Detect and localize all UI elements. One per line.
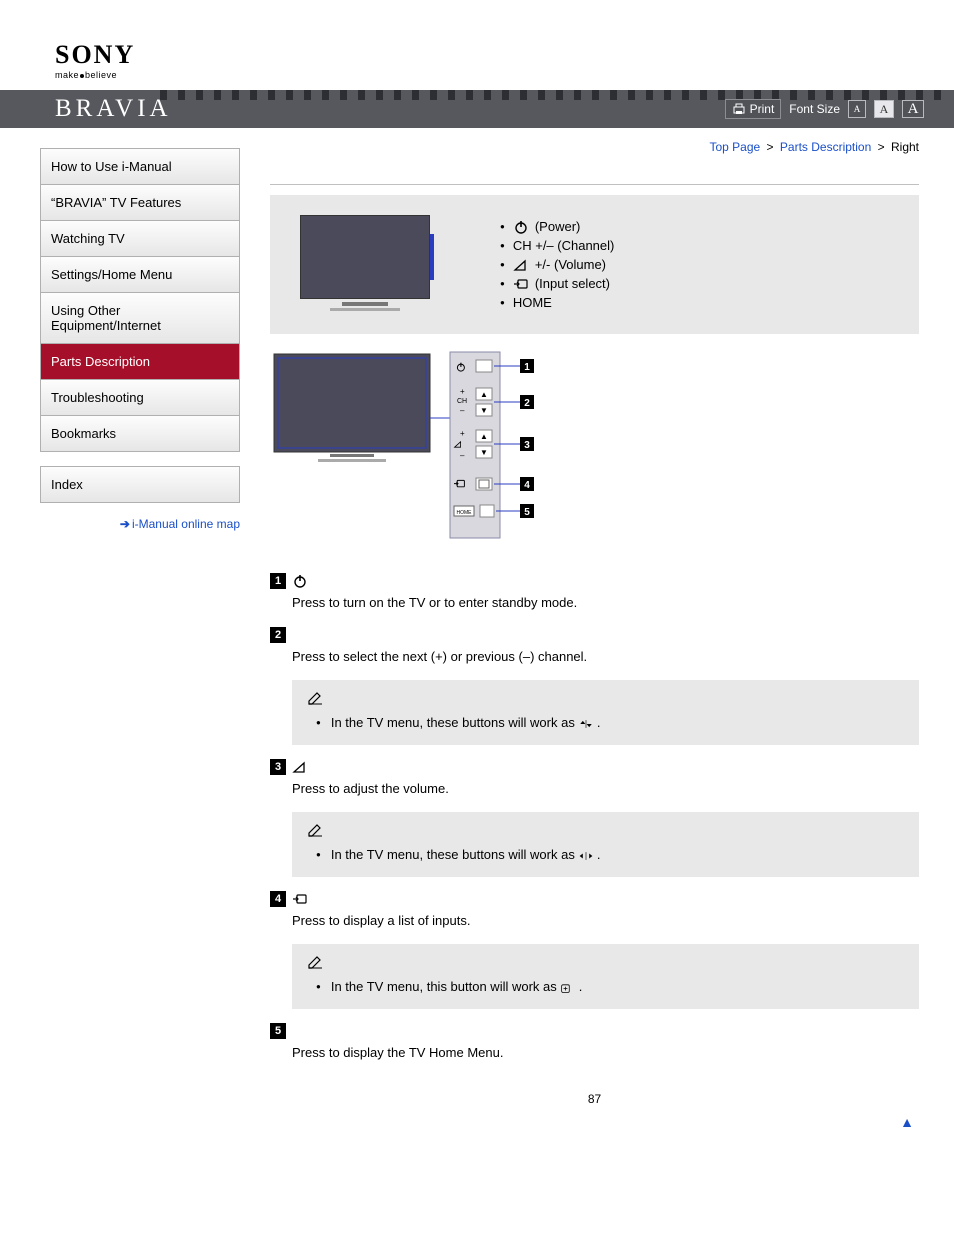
- breadcrumb-section[interactable]: Parts Description: [780, 140, 871, 154]
- logo-area: SONY makebelieve: [0, 0, 954, 90]
- pencil-icon: [306, 954, 905, 975]
- description-item: 4 Press to display a list of inputs.: [270, 891, 919, 931]
- svg-text:+: +: [460, 387, 465, 396]
- font-size-large-button[interactable]: A: [902, 100, 924, 118]
- breadcrumb-top[interactable]: Top Page: [709, 140, 760, 154]
- leftright-icon: [579, 847, 593, 863]
- svg-text:+: +: [460, 429, 465, 438]
- overview-item-label: HOME: [513, 295, 552, 310]
- power-icon: [292, 574, 308, 588]
- svg-text:CH: CH: [457, 398, 467, 405]
- description-text: Press to select the next (+) or previous…: [270, 647, 919, 667]
- overview-item-label: +/- (Volume): [535, 257, 606, 272]
- sidebar-item[interactable]: Bookmarks: [41, 416, 239, 451]
- imanual-map-link[interactable]: i-Manual online map: [132, 517, 240, 531]
- print-button[interactable]: Print: [725, 99, 782, 119]
- overview-item: HOME: [500, 295, 614, 310]
- description-text: Press to display the TV Home Menu.: [270, 1043, 919, 1063]
- breadcrumb: Top Page > Parts Description > Right: [270, 140, 919, 154]
- input-icon: [513, 277, 529, 291]
- font-size-medium-button[interactable]: A: [874, 100, 894, 118]
- pencil-icon: [306, 822, 905, 843]
- product-name: BRAVIA: [55, 90, 172, 128]
- sidebar-link-wrap: ➔i-Manual online map: [40, 517, 240, 531]
- plusbox-icon: [561, 979, 575, 995]
- note-text: In the TV menu, these buttons will work …: [316, 715, 905, 731]
- note-text: In the TV menu, these buttons will work …: [316, 847, 905, 863]
- overview-item-label: (Power): [535, 219, 581, 234]
- description-item: 5 Press to display the TV Home Menu.: [270, 1023, 919, 1063]
- svg-text:3: 3: [524, 440, 530, 451]
- input-icon: [292, 892, 308, 906]
- description-item: 3 Press to adjust the volume.: [270, 759, 919, 799]
- svg-text:1: 1: [524, 362, 530, 373]
- brand-bar: BRAVIA Print Font Size A A A: [0, 90, 954, 128]
- print-icon: [732, 102, 746, 116]
- svg-text:HOME: HOME: [457, 510, 473, 516]
- note-box: In the TV menu, this button will work as…: [292, 944, 919, 1009]
- vol-icon: [292, 760, 308, 774]
- svg-text:▼: ▼: [480, 448, 488, 457]
- svg-text:2: 2: [524, 398, 530, 409]
- button-diagram: 1 + CH – ▲ ▼ 2 + – ▲ ▼ 3: [270, 350, 919, 553]
- sidebar-item[interactable]: Watching TV: [41, 221, 239, 257]
- svg-text:▼: ▼: [480, 406, 488, 415]
- back-to-top-button[interactable]: ▲: [900, 1114, 914, 1130]
- overview-item: (Input select): [500, 276, 614, 291]
- sidebar-secondary: Index: [40, 466, 240, 503]
- number-badge: 1: [270, 573, 286, 589]
- arrow-icon: ➔: [120, 517, 130, 531]
- svg-text:–: –: [460, 406, 465, 415]
- svg-text:5: 5: [524, 507, 530, 518]
- svg-text:▲: ▲: [480, 390, 488, 399]
- sony-tagline: makebelieve: [55, 70, 954, 80]
- sidebar-item[interactable]: Settings/Home Menu: [41, 257, 239, 293]
- sidebar-item[interactable]: How to Use i-Manual: [41, 149, 239, 185]
- description-text: Press to display a list of inputs.: [270, 911, 919, 931]
- divider: [270, 184, 919, 185]
- note-box: In the TV menu, these buttons will work …: [292, 812, 919, 877]
- note-box: In the TV menu, these buttons will work …: [292, 680, 919, 745]
- note-text: In the TV menu, this button will work as…: [316, 979, 905, 995]
- pencil-icon: [306, 690, 905, 711]
- overview-item: CH +/– (Channel): [500, 238, 614, 253]
- description-item: 1 Press to turn on the TV or to enter sta…: [270, 573, 919, 613]
- page-number: 87: [270, 1092, 919, 1106]
- svg-text:▲: ▲: [480, 432, 488, 441]
- sidebar-main: How to Use i-Manual“BRAVIA” TV FeaturesW…: [40, 148, 240, 452]
- sidebar-item[interactable]: Using Other Equipment/Internet: [41, 293, 239, 344]
- number-badge: 4: [270, 891, 286, 907]
- description-item: 2 Press to select the next (+) or previou…: [270, 627, 919, 667]
- number-badge: 2: [270, 627, 286, 643]
- power-icon: [513, 220, 529, 234]
- overview-item: (Power): [500, 219, 614, 234]
- svg-text:4: 4: [524, 480, 530, 491]
- font-size-label: Font Size: [789, 102, 840, 116]
- sony-logo: SONY: [55, 40, 954, 70]
- sidebar-item[interactable]: Index: [41, 467, 239, 502]
- overview-item-label: CH +/– (Channel): [513, 238, 615, 253]
- breadcrumb-current: Right: [891, 140, 919, 154]
- print-label: Print: [750, 102, 775, 116]
- overview-item-label: (Input select): [535, 276, 610, 291]
- vol-icon: [513, 258, 529, 272]
- tv-illustration: [300, 215, 430, 311]
- sidebar-item[interactable]: Troubleshooting: [41, 380, 239, 416]
- sidebar-item[interactable]: Parts Description: [41, 344, 239, 380]
- updown-icon: [579, 715, 593, 731]
- overview-item: +/- (Volume): [500, 257, 614, 272]
- description-text: Press to turn on the TV or to enter stan…: [270, 593, 919, 613]
- font-size-small-button[interactable]: A: [848, 100, 866, 118]
- description-text: Press to adjust the volume.: [270, 779, 919, 799]
- overview-list: (Power) CH +/– (Channel) +/- (Volume) (In…: [500, 215, 614, 314]
- number-badge: 3: [270, 759, 286, 775]
- sidebar-item[interactable]: “BRAVIA” TV Features: [41, 185, 239, 221]
- overview-box: (Power) CH +/– (Channel) +/- (Volume) (In…: [270, 195, 919, 334]
- svg-text:–: –: [460, 451, 465, 460]
- number-badge: 5: [270, 1023, 286, 1039]
